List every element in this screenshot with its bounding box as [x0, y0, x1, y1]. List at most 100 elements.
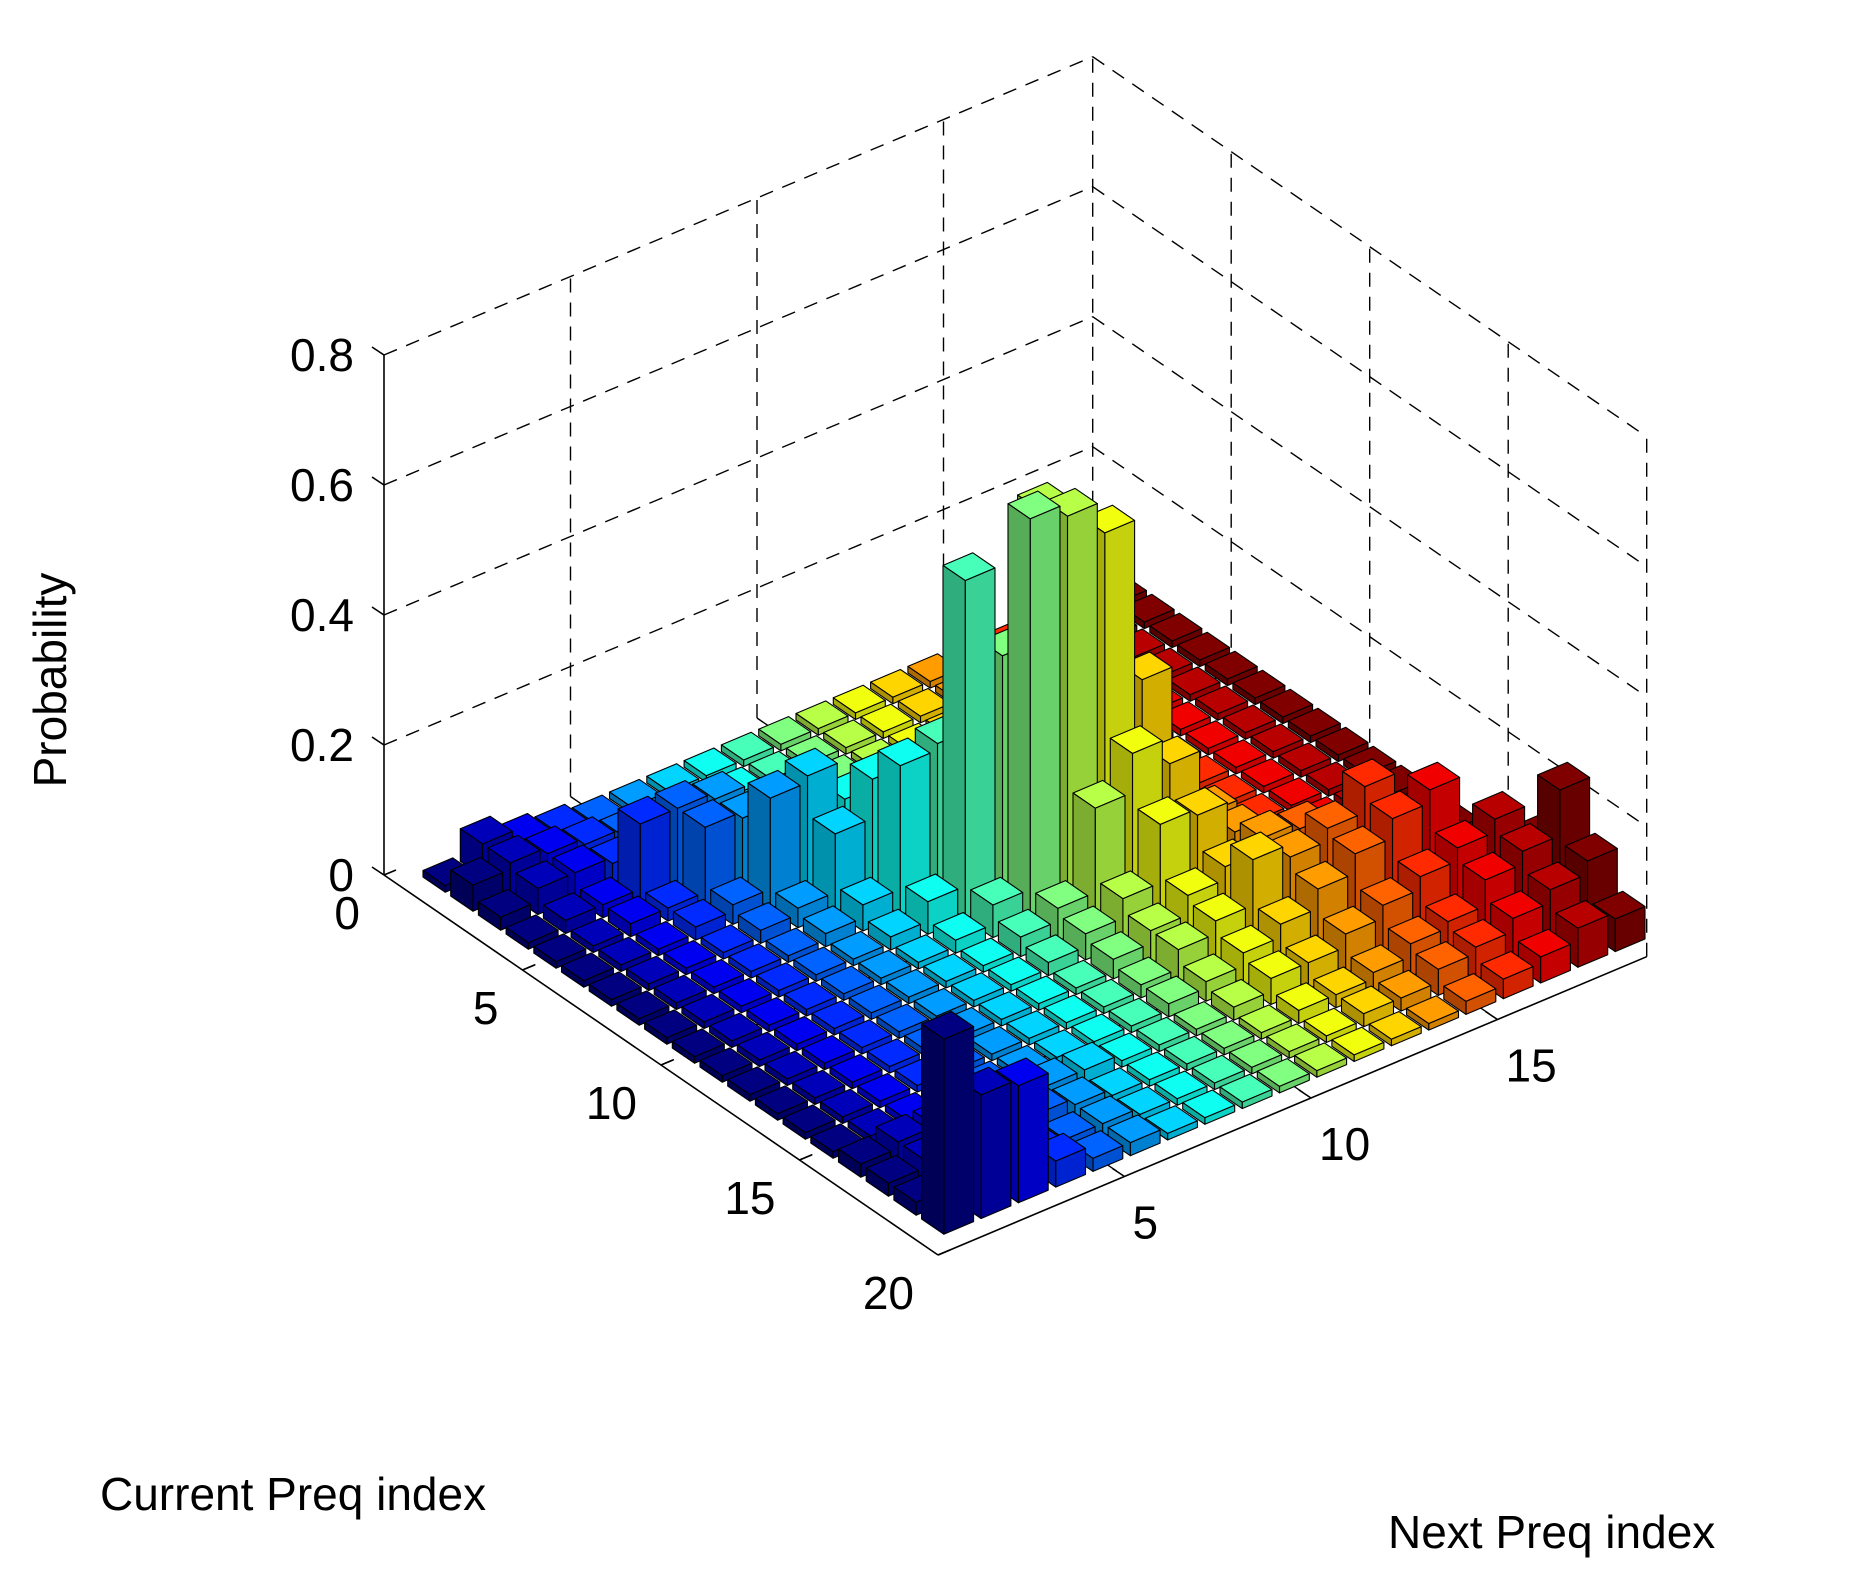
bar-side-left — [1368, 1023, 1392, 1047]
bar-side-left — [893, 1186, 917, 1216]
bar — [860, 703, 914, 740]
bar-side-left — [737, 914, 762, 944]
bar-side-left — [1118, 969, 1142, 999]
bar — [950, 972, 1005, 1008]
bar — [598, 936, 652, 973]
bar-side-left — [718, 990, 742, 1014]
bar — [1154, 1070, 1208, 1106]
gridline-back-left-z — [383, 186, 1093, 486]
bar — [1032, 1132, 1087, 1188]
x-tick-label: 10 — [586, 1077, 637, 1129]
bar-side-left — [823, 731, 847, 755]
bar-side-left — [683, 760, 707, 783]
bar — [607, 895, 661, 938]
bar — [570, 917, 624, 954]
bar-side-left — [942, 564, 966, 920]
bar-side-left — [1173, 1013, 1197, 1037]
bar-side-left — [857, 1085, 881, 1109]
bar-side-left — [1213, 751, 1237, 775]
bar-side-left — [870, 681, 894, 705]
bar-side-left — [681, 1006, 705, 1030]
bar — [1007, 490, 1061, 923]
y-tick-label: 15 — [1506, 1040, 1557, 1092]
bar-side-front — [943, 1026, 975, 1235]
z-tick-label: 0.8 — [290, 329, 354, 381]
bar — [1145, 975, 1200, 1018]
x-tick — [522, 964, 535, 971]
bar-side-left — [839, 1031, 863, 1055]
bar — [1006, 1010, 1060, 1046]
bar-side-left — [607, 908, 632, 938]
bar — [792, 1069, 846, 1106]
bar-side-left — [960, 950, 984, 973]
bar — [1278, 742, 1332, 778]
bar — [718, 977, 772, 1014]
bar-side-left — [1268, 789, 1292, 813]
bar — [1210, 978, 1265, 1021]
bar — [870, 668, 924, 705]
bar-side-left — [1034, 1041, 1058, 1065]
bar — [895, 934, 949, 970]
bar — [1294, 1042, 1348, 1078]
bar-side-left — [542, 904, 567, 935]
bar-side-left — [1256, 1070, 1281, 1094]
bar — [1173, 1001, 1227, 1037]
bar-side-left — [728, 955, 752, 979]
z-tick — [371, 346, 385, 356]
z-tick — [371, 736, 385, 746]
bar-side-left — [625, 968, 650, 992]
bar-side-left — [570, 930, 594, 954]
z-tick — [371, 476, 385, 486]
bar-side-left — [858, 962, 882, 986]
bar-side-left — [1007, 503, 1031, 923]
bar-side-left — [533, 945, 557, 969]
bar-side-left — [913, 1000, 937, 1024]
bar-side-front — [964, 567, 996, 920]
gridline-back-right-z — [1092, 56, 1648, 438]
bar-side-left — [616, 1002, 640, 1026]
bar — [765, 927, 819, 963]
bar — [727, 1066, 781, 1102]
bar — [700, 924, 754, 960]
bar — [1015, 975, 1070, 1011]
bar-side-left — [847, 1120, 871, 1144]
y-tick — [1112, 1167, 1125, 1178]
bar-side-left — [774, 1028, 798, 1052]
bar — [857, 1072, 911, 1109]
bar — [832, 684, 886, 721]
bar-side-left — [720, 744, 745, 768]
bar-side-left — [1405, 1007, 1430, 1031]
y-axis — [937, 955, 1648, 1256]
bar — [932, 911, 986, 954]
bar — [1517, 928, 1571, 984]
y-tick — [1485, 1010, 1498, 1021]
x-tick-label: 5 — [473, 982, 499, 1034]
bar-side-left — [932, 924, 957, 954]
bar-side-left — [1204, 663, 1228, 687]
bar — [764, 1050, 818, 1087]
bar — [774, 1015, 828, 1052]
bar — [1185, 720, 1239, 756]
x-tick — [660, 1059, 674, 1066]
bar — [802, 905, 856, 948]
bar — [1204, 650, 1258, 687]
bar — [644, 1009, 698, 1045]
bar-side-left — [736, 1044, 761, 1068]
bar-side-left — [1154, 1083, 1178, 1106]
bar — [783, 981, 837, 1017]
bar — [848, 984, 902, 1020]
bar-side-left — [1025, 946, 1049, 977]
bar-side-left — [1136, 1029, 1160, 1053]
bar — [839, 1019, 893, 1055]
bar — [1219, 1073, 1273, 1110]
bar — [830, 930, 884, 967]
bar — [1229, 1039, 1283, 1075]
bar-side-left — [1015, 988, 1040, 1011]
bar-side-left — [1238, 1016, 1262, 1040]
bar-side-left — [978, 1003, 1002, 1027]
bar — [1250, 723, 1304, 759]
bar-side-left — [795, 712, 819, 736]
bar-side-left — [865, 1167, 889, 1197]
bar-side-left — [801, 1047, 826, 1071]
gridline-back-left-z — [383, 446, 1093, 746]
